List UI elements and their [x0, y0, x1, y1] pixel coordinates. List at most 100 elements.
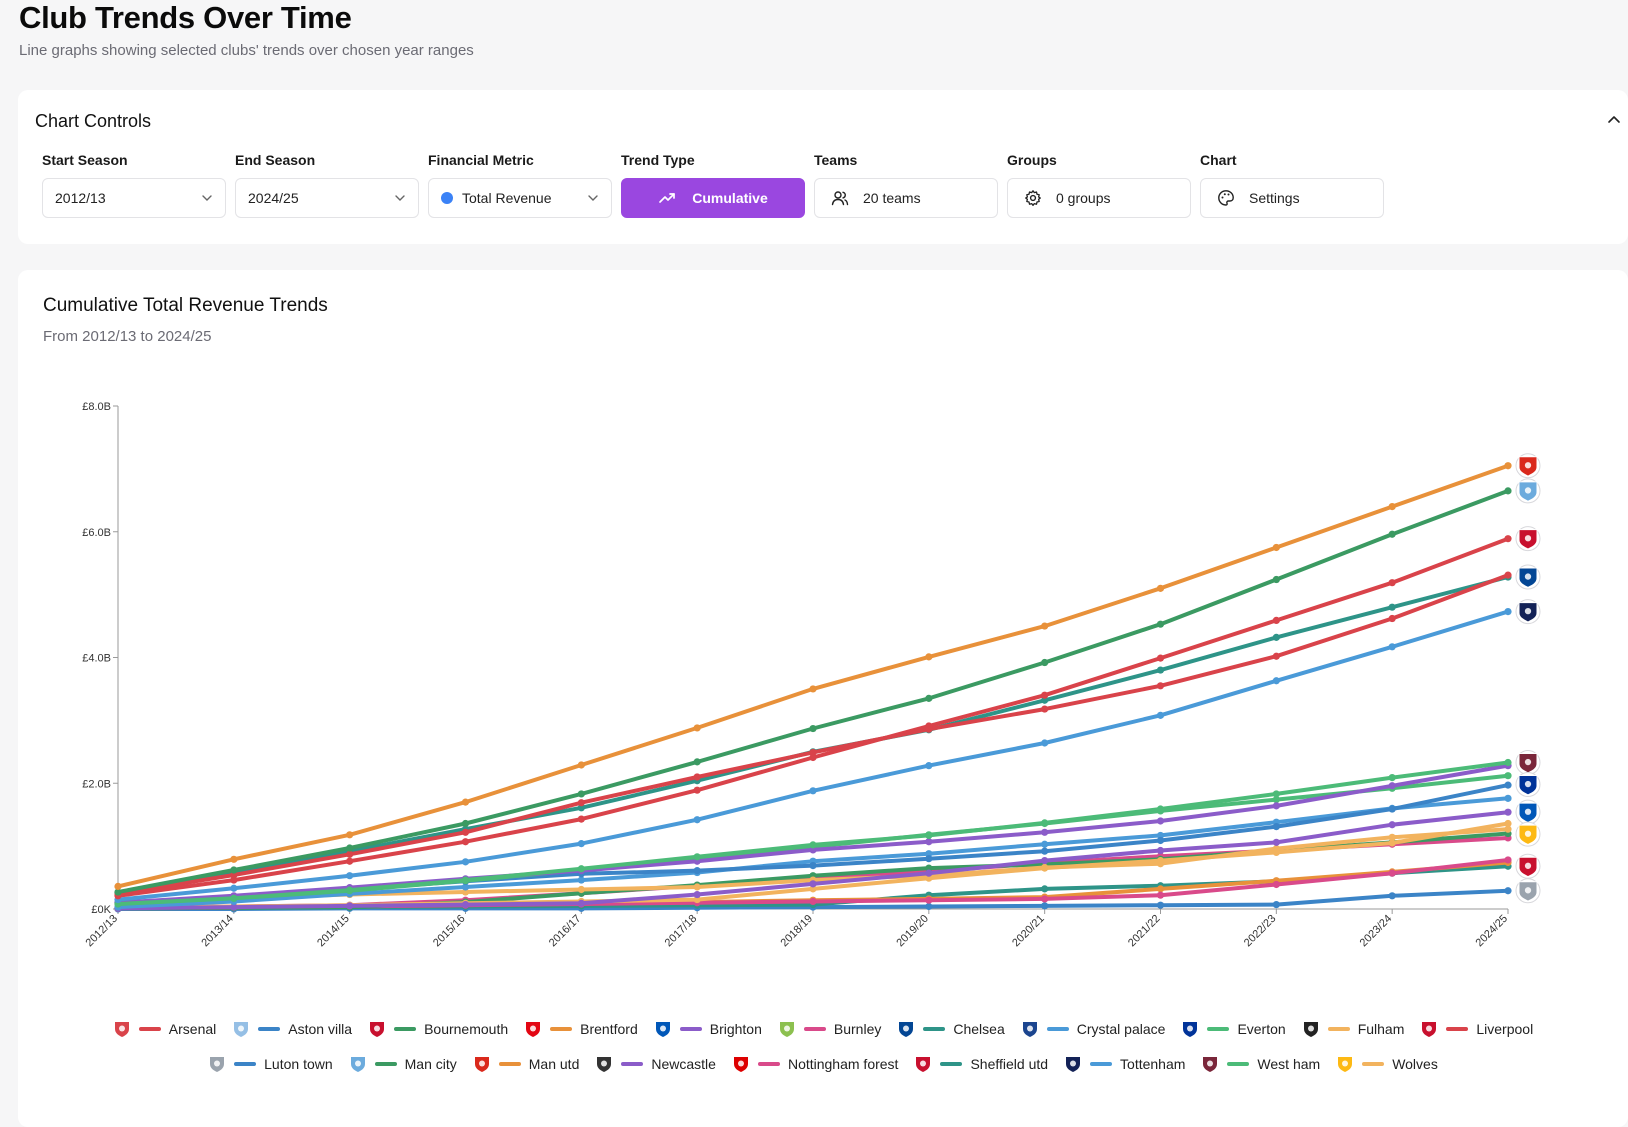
data-point[interactable] [1041, 864, 1049, 872]
data-point[interactable] [1041, 705, 1049, 713]
data-point[interactable] [809, 846, 817, 854]
data-point[interactable] [461, 888, 470, 896]
data-point[interactable] [230, 876, 238, 884]
data-point[interactable] [1156, 891, 1165, 899]
data-point[interactable] [1504, 462, 1512, 470]
data-point[interactable] [925, 694, 933, 702]
data-point[interactable] [925, 850, 933, 858]
data-point[interactable] [1156, 805, 1165, 813]
data-point[interactable] [346, 902, 354, 910]
data-point[interactable] [809, 724, 817, 733]
data-point[interactable] [1272, 652, 1280, 660]
data-point[interactable] [1504, 825, 1512, 833]
data-point[interactable] [809, 685, 817, 693]
data-point[interactable] [577, 799, 585, 807]
data-point[interactable] [925, 869, 933, 877]
data-point[interactable] [809, 880, 817, 888]
data-point[interactable] [1041, 622, 1049, 630]
legend-item-west-ham[interactable]: West ham [1201, 1055, 1320, 1073]
data-point[interactable] [1388, 643, 1396, 651]
data-point[interactable] [1156, 831, 1165, 840]
legend-item-fulham[interactable]: Fulham [1302, 1020, 1404, 1038]
data-point[interactable] [1272, 616, 1280, 625]
legend-item-nottingham-forest[interactable]: Nottingham forest [732, 1055, 898, 1073]
data-point[interactable] [577, 761, 585, 769]
data-point[interactable] [1041, 856, 1049, 865]
data-point[interactable] [925, 722, 933, 730]
legend-item-bournemouth[interactable]: Bournemouth [368, 1020, 508, 1038]
data-point[interactable] [1388, 821, 1396, 829]
data-point[interactable] [1156, 901, 1165, 909]
data-point[interactable] [1272, 543, 1280, 552]
data-point[interactable] [693, 816, 701, 824]
data-point[interactable] [461, 900, 470, 909]
data-point[interactable] [925, 874, 933, 882]
data-point[interactable] [1504, 856, 1512, 864]
data-point[interactable] [577, 876, 585, 884]
data-point[interactable] [577, 804, 585, 812]
chart-settings-button[interactable]: Settings [1200, 178, 1384, 218]
data-point[interactable] [461, 876, 470, 884]
data-point[interactable] [1504, 571, 1512, 579]
data-point[interactable] [230, 884, 238, 892]
data-point[interactable] [346, 850, 354, 858]
data-point[interactable] [1504, 794, 1512, 802]
data-point[interactable] [1041, 847, 1049, 855]
data-point[interactable] [925, 653, 933, 661]
data-point[interactable] [114, 888, 122, 896]
data-point[interactable] [693, 773, 701, 781]
data-point[interactable] [1041, 902, 1049, 910]
chevron-up-icon[interactable] [1606, 112, 1622, 128]
data-point[interactable] [1156, 682, 1165, 690]
legend-item-luton-town[interactable]: Luton town [208, 1055, 333, 1073]
data-point[interactable] [925, 855, 933, 863]
groups-button[interactable]: 0 groups [1007, 178, 1191, 218]
trend-type-button[interactable]: Cumulative [621, 178, 805, 218]
data-point[interactable] [1272, 880, 1280, 889]
data-point[interactable] [1504, 808, 1512, 816]
data-point[interactable] [461, 838, 470, 846]
data-point[interactable] [1388, 869, 1396, 877]
data-point[interactable] [1272, 790, 1280, 798]
data-point[interactable] [1272, 848, 1280, 857]
data-point[interactable] [461, 798, 470, 806]
data-point[interactable] [693, 883, 701, 891]
data-point[interactable] [1504, 819, 1512, 828]
data-point[interactable] [577, 885, 585, 894]
data-point[interactable] [809, 897, 817, 906]
data-point[interactable] [693, 724, 701, 732]
financial-metric-select[interactable]: Total Revenue [428, 178, 612, 218]
data-point[interactable] [1504, 758, 1512, 767]
data-point[interactable] [230, 866, 238, 874]
data-point[interactable] [1504, 887, 1512, 895]
data-point[interactable] [1041, 828, 1049, 836]
data-point[interactable] [230, 903, 238, 911]
data-point[interactable] [1156, 817, 1165, 825]
data-point[interactable] [1156, 885, 1165, 893]
data-point[interactable] [1041, 840, 1049, 848]
data-point[interactable] [1156, 666, 1165, 674]
data-point[interactable] [346, 886, 354, 894]
start-season-select[interactable]: 2012/13 [42, 178, 226, 218]
data-point[interactable] [1504, 772, 1512, 780]
data-point[interactable] [1388, 579, 1396, 587]
teams-button[interactable]: 20 teams [814, 178, 998, 218]
data-point[interactable] [577, 899, 585, 907]
data-point[interactable] [1041, 739, 1049, 747]
data-point[interactable] [809, 885, 817, 893]
data-point[interactable] [1388, 614, 1396, 623]
data-point[interactable] [1272, 575, 1280, 584]
legend-item-man-city[interactable]: Man city [349, 1055, 457, 1073]
legend-item-sheffield-utd[interactable]: Sheffield utd [914, 1055, 1048, 1073]
data-point[interactable] [461, 819, 470, 828]
data-point[interactable] [346, 872, 354, 880]
data-point[interactable] [346, 831, 354, 839]
data-point[interactable] [925, 902, 933, 911]
data-point[interactable] [346, 844, 354, 852]
data-point[interactable] [1041, 658, 1049, 667]
data-point[interactable] [1156, 856, 1165, 865]
data-point[interactable] [1156, 620, 1165, 628]
data-point[interactable] [1272, 823, 1280, 831]
data-point[interactable] [1272, 900, 1280, 909]
data-point[interactable] [461, 858, 470, 866]
